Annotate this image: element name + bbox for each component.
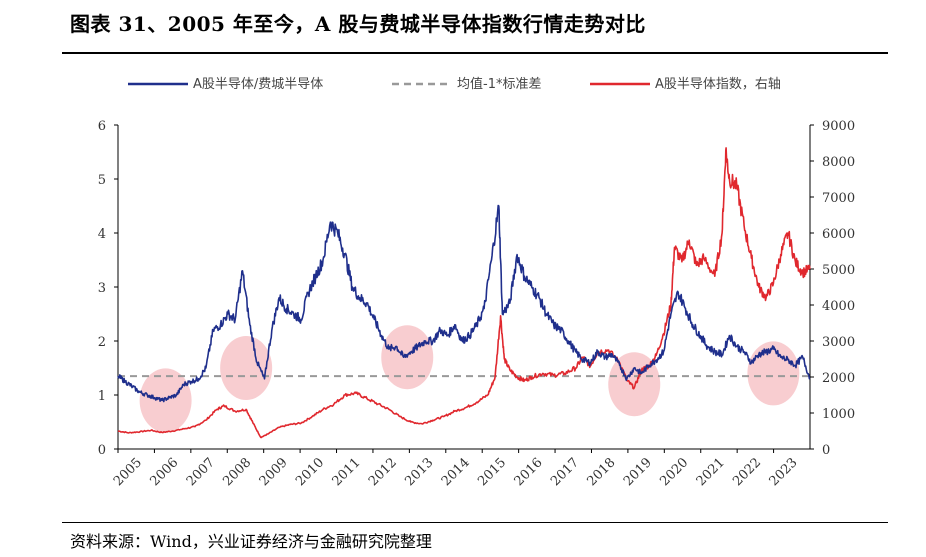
y-right-tick-label: 5000 (822, 263, 855, 278)
title-rule (62, 52, 888, 54)
y-right-tick-label: 9000 (822, 119, 855, 134)
y-left-tick-label: 0 (98, 443, 106, 458)
legend-label-ratio: A股半导体/费城半导体 (193, 77, 323, 92)
y-right-tick-label: 2000 (822, 371, 855, 386)
figure-title: 图表 31、2005 年至今，A 股与费城半导体指数行情走势对比 (70, 12, 646, 36)
x-tick-label: 2006 (147, 455, 181, 489)
y-left-tick-label: 1 (98, 389, 106, 404)
x-tick-label: 2016 (512, 455, 546, 489)
axes: 0 1 2 3 4 5 6 0 1000 2000 3000 4000 5000 6000 7000 8000… (98, 119, 855, 489)
legend-label-threshold: 均值-1*标准差 (457, 76, 541, 92)
series-line-ratio (117, 204, 811, 403)
x-tick-label: 2010 (293, 455, 327, 489)
highlight-regions (139, 325, 800, 433)
x-tick-label: 2005 (111, 455, 145, 489)
y-right-tick-label: 8000 (822, 155, 855, 170)
x-tick-label: 2015 (475, 455, 509, 489)
x-tick-label: 2019 (621, 455, 655, 489)
y-right-tick-label: 7000 (822, 191, 855, 206)
highlight-ellipse-1 (220, 336, 273, 400)
x-tick-label: 2023 (767, 455, 801, 489)
x-tick-label: 2007 (184, 455, 218, 489)
y-left-tick-label: 5 (98, 173, 106, 188)
series-lines (117, 147, 811, 439)
x-tick-label: 2011 (330, 455, 364, 489)
x-tick-label: 2009 (257, 455, 291, 489)
y-right-tick-label: 4000 (822, 299, 855, 314)
x-tick-label: 2021 (694, 455, 728, 489)
y-right-tick-label: 0 (822, 443, 830, 458)
x-tick-label: 2018 (585, 455, 619, 489)
y-right-tick-label: 1000 (822, 407, 855, 422)
highlight-ellipse-4 (747, 341, 800, 406)
source-note: 资料来源：Wind，兴业证券经济与金融研究院整理 (70, 532, 432, 551)
y-left-tick-label: 4 (98, 227, 106, 242)
x-tick-label: 2014 (439, 455, 473, 489)
y-left-tick-label: 6 (98, 119, 106, 134)
x-tick-label: 2020 (657, 455, 691, 489)
series-line-index (117, 147, 811, 439)
legend: A股半导体/费城半导体 均值-1*标准差 A股半导体指数，右轴 (128, 76, 781, 92)
y-left-tick-label: 2 (98, 335, 106, 350)
y-right-tick-label: 3000 (822, 335, 855, 350)
x-tick-label: 2013 (402, 455, 436, 489)
y-right-tick-label: 6000 (822, 227, 855, 242)
x-tick-label: 2022 (730, 455, 764, 489)
x-tick-label: 2017 (548, 455, 582, 489)
x-tick-label: 2012 (366, 455, 400, 489)
y-left-tick-label: 3 (98, 281, 106, 296)
legend-label-index: A股半导体指数，右轴 (655, 77, 781, 92)
source-rule (62, 522, 888, 523)
x-tick-label: 2008 (220, 455, 254, 489)
